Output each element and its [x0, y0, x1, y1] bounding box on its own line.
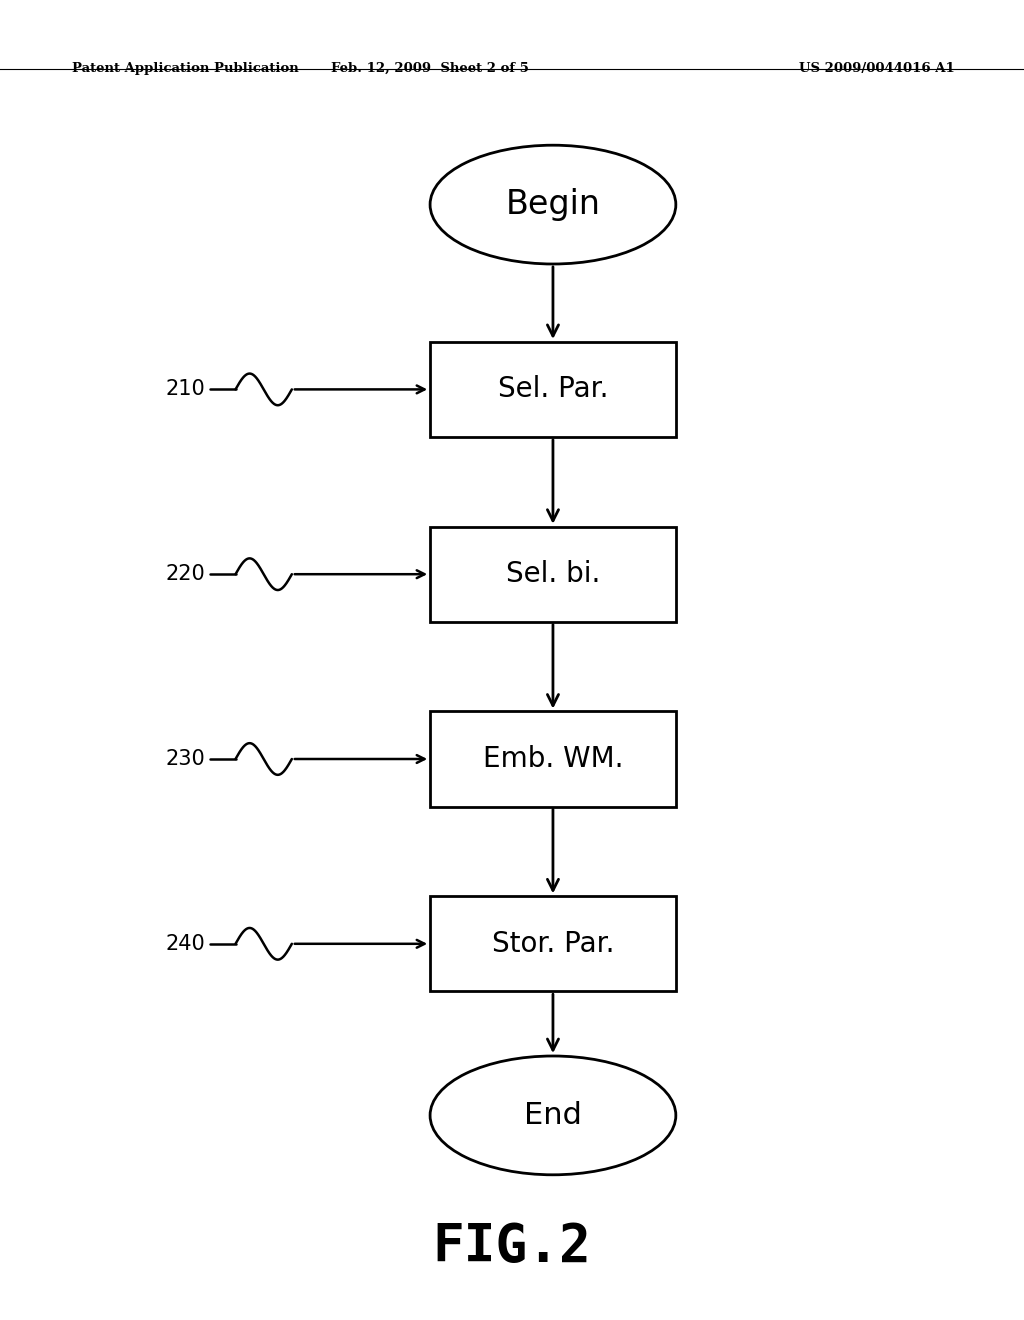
- Text: End: End: [524, 1101, 582, 1130]
- Text: Sel. Par.: Sel. Par.: [498, 375, 608, 404]
- Text: 220: 220: [165, 564, 205, 585]
- Text: Emb. WM.: Emb. WM.: [482, 744, 624, 774]
- Text: Begin: Begin: [506, 189, 600, 222]
- Text: Sel. bi.: Sel. bi.: [506, 560, 600, 589]
- Bar: [430, 527, 676, 622]
- Text: 210: 210: [165, 379, 205, 400]
- Bar: [430, 896, 676, 991]
- Text: Patent Application Publication: Patent Application Publication: [72, 62, 298, 75]
- Bar: [430, 342, 676, 437]
- Text: FIG.2: FIG.2: [432, 1221, 592, 1274]
- Text: 240: 240: [165, 933, 205, 954]
- Text: Feb. 12, 2009  Sheet 2 of 5: Feb. 12, 2009 Sheet 2 of 5: [331, 62, 529, 75]
- Text: Stor. Par.: Stor. Par.: [492, 929, 614, 958]
- Bar: [430, 711, 676, 807]
- Text: US 2009/0044016 A1: US 2009/0044016 A1: [799, 62, 954, 75]
- Text: 230: 230: [165, 748, 205, 770]
